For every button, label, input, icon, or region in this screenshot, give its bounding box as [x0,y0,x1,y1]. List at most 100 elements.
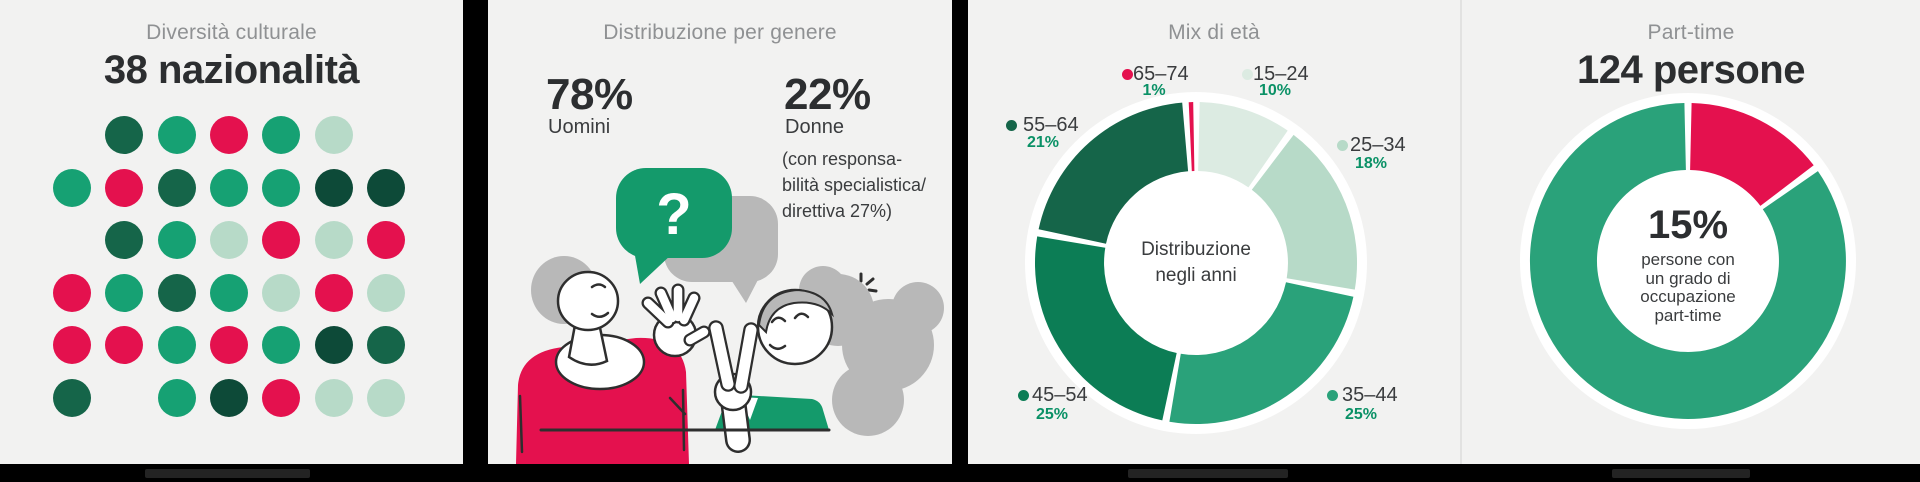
donut-center-label: Distribuzione negli anni [1086,237,1306,289]
bottom-letterbox [0,464,1920,482]
nationality-dot [209,168,248,207]
donut-slice-45–54 [1034,236,1177,421]
man-figure [516,256,689,464]
nationality-dot [366,379,405,417]
nationality-dot [366,273,405,312]
donut-slice-65–74 [1188,102,1195,172]
male-label: Uomini [548,116,611,138]
legend-percentage-25–34: 18% [1354,155,1388,172]
dot-grid [0,0,463,464]
donut-slice-35–44 [1169,282,1354,425]
part-time-percentage: 15% [1647,203,1729,247]
note-line: (con responsa- [782,149,903,169]
nationality-count: 38 nazionalità [103,48,360,92]
dimmed-artifact [1128,469,1288,478]
donut-slice-15–24 [1198,102,1288,188]
nationality-dot [157,273,196,312]
desc-line: persone con [1641,250,1735,269]
nationality-dot [314,379,353,417]
nationality-dot [314,116,353,154]
nationality-dot [53,273,91,312]
panel-mix-di-eta: Mix di età Distribuzione negli anni 15–2… [968,0,1460,464]
panel-title: Diversità culturale [146,21,317,44]
legend-label-35–44: 35–44 [1342,384,1398,406]
legend-dot-55–64 [1005,119,1017,131]
legend-percentage-45–54: 25% [1035,406,1069,423]
nationality-dot [209,326,248,365]
nationality-dot [157,116,196,154]
panel-diversita-culturale: Diversità culturale 38 nazionalità [0,0,463,464]
panel-title: Mix di età [1168,21,1260,44]
male-percentage: 78% [546,70,633,119]
nationality-dot [209,221,248,260]
age-legend: 15–24 10% 25–34 18% 35–44 25% 45–54 25% 55–64 21%… [968,0,1460,464]
nationality-dot [53,168,91,207]
question-bubble-icon: ? [616,168,732,284]
legend-dot-25–34 [1336,139,1348,151]
legend-percentage-55–64: 21% [1026,134,1060,151]
donut-slice-25–34 [1251,134,1358,290]
nationality-dot [53,326,91,365]
center-line: Distribuzione [1141,239,1251,260]
female-percentage: 22% [784,70,871,119]
nationality-dot [157,168,196,207]
part-time-count: 124 persone [1577,48,1805,92]
nationality-dot [262,379,301,417]
legend-label-65–74: 65–74 [1133,63,1189,85]
conversation-illustration: ? [516,168,944,464]
nationality-dot [314,221,353,260]
nationality-dot [209,273,248,312]
part-time-description: persone con un grado di occupazione part… [1588,250,1788,325]
legend-dot-15–24 [1241,68,1253,80]
nationality-dot [53,379,91,417]
legend-percentage-35–44: 25% [1344,406,1378,423]
part-time-donut-chart [1520,93,1856,429]
nationality-dot [209,379,248,417]
legend-dot-35–44 [1326,389,1338,401]
legend-label-15–24: 15–24 [1253,63,1309,85]
nationality-dot [209,116,248,154]
desc-line: un grado di [1645,268,1731,288]
nationality-dot [157,221,196,260]
nationality-dot [262,168,301,207]
legend-label-25–34: 25–34 [1350,134,1406,156]
panel-title: Distribuzione per genere [603,21,837,44]
dimmed-artifact [1612,469,1750,478]
peace-hand-icon [708,320,759,453]
nationality-dot [157,326,196,365]
age-donut-chart [1025,92,1367,434]
female-note: (con responsa- bilità specialistica/ dir… [782,146,926,224]
nationality-dot [105,168,144,207]
panel-distribuzione-genere: Distribuzione per genere 78% Uomini 22% … [488,0,952,464]
female-label: Donne [785,116,844,138]
desc-line: occupazione [1640,287,1736,306]
open-hand-icon [641,283,711,358]
donut-slice-part-time [1690,103,1814,206]
nationality-dot [366,221,405,260]
question-mark: ? [656,182,691,247]
nationality-dot [105,221,144,260]
nationality-dot [262,326,301,365]
legend-dot-45–54 [1017,389,1029,401]
nationality-dot [157,379,196,417]
nationality-dot [105,273,144,312]
nationality-dot [314,168,353,207]
legend-label-45–54: 45–54 [1032,384,1088,406]
nationality-dot [262,221,301,260]
nationality-dot [262,116,301,154]
legend-dot-65–74 [1121,68,1133,80]
nationality-dot [105,326,144,365]
panel-part-time: Part-time 124 persone 15% persone con un… [1462,0,1920,464]
legend-label-55–64: 55–64 [1023,114,1079,136]
nationality-dot [314,326,353,365]
panel-divider [1460,0,1462,464]
panel-title: Part-time [1647,21,1735,44]
note-line: bilità specialistica/ [782,175,927,195]
legend-percentage-65–74: 1% [1142,82,1166,99]
dimmed-artifact [145,469,310,478]
donut-slice-resto [1529,103,1846,419]
nationality-dot [366,326,405,365]
desc-line: part-time [1654,305,1722,325]
center-line: negli anni [1155,265,1237,286]
